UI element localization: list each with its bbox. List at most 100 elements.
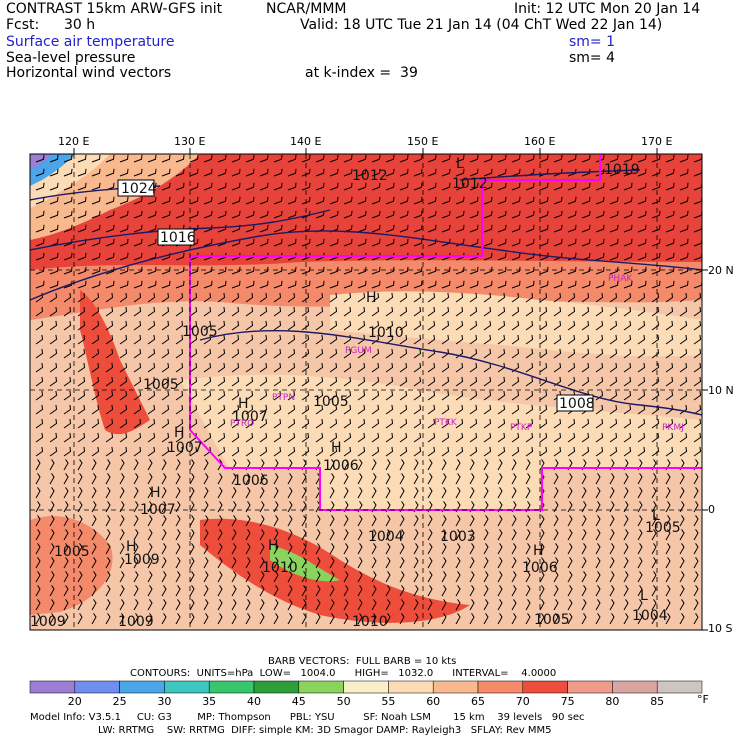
- wind-barb: [469, 376, 478, 387]
- wind-barb: [105, 585, 111, 597]
- wind-barb: [609, 238, 619, 247]
- wind-barb: [427, 529, 433, 541]
- wind-barb: [651, 224, 661, 233]
- wind-barb: [189, 292, 198, 303]
- wind-barb: [161, 501, 167, 513]
- wind-barb: [35, 348, 44, 359]
- wind-barb: [441, 306, 450, 317]
- wind-barb: [105, 459, 111, 471]
- wind-barb: [539, 446, 548, 457]
- wind-barb: [665, 320, 674, 331]
- color-bar-swatch: [343, 680, 389, 694]
- wind-barb: [567, 557, 573, 569]
- wind-barb: [679, 418, 688, 429]
- wind-barb: [623, 292, 632, 303]
- wind-barb: [343, 432, 352, 443]
- wind-barb: [301, 306, 310, 317]
- wind-barb: [399, 571, 405, 583]
- wind-barb: [49, 376, 58, 387]
- wind-barb: [189, 196, 199, 205]
- wind-barb: [623, 280, 633, 289]
- wind-barb: [273, 252, 283, 261]
- wind-barb: [259, 446, 268, 457]
- wind-barb: [637, 487, 643, 499]
- lon-tick-120: 120 E: [58, 135, 90, 148]
- wind-barb: [175, 320, 184, 331]
- wind-barb: [539, 515, 545, 527]
- color-bar-swatch: [477, 680, 524, 694]
- wind-barb: [259, 418, 268, 429]
- wind-barb: [385, 571, 391, 583]
- wind-barb: [357, 280, 367, 289]
- wind-barb: [329, 362, 338, 373]
- wind-barb: [147, 459, 153, 471]
- wind-barb: [245, 154, 255, 163]
- label-1008: 1008: [559, 396, 595, 412]
- wind-barb: [161, 599, 167, 611]
- color-bar-label: 35: [202, 695, 217, 708]
- wind-barb: [77, 182, 87, 191]
- wind-barb: [105, 224, 115, 233]
- color-bar-label: 75: [560, 695, 575, 708]
- wind-barb: [119, 210, 129, 219]
- high-marker: H: [174, 425, 185, 441]
- wind-barb: [693, 390, 702, 401]
- wind-barb: [343, 348, 352, 359]
- wind-barb: [483, 168, 493, 177]
- wind-barb: [105, 418, 114, 429]
- wind-barb: [301, 418, 310, 429]
- wind-barb: [385, 280, 395, 289]
- wind-barb: [371, 320, 380, 331]
- wind-barb: [245, 585, 251, 597]
- wind-barb: [441, 280, 451, 289]
- wind-barb: [245, 182, 255, 191]
- wind-barb: [651, 390, 660, 401]
- wind-barb: [287, 543, 293, 555]
- wind-barb: [637, 334, 646, 345]
- wind-barb: [287, 182, 297, 191]
- wind-barb: [203, 376, 212, 387]
- wind-barb: [231, 348, 240, 359]
- wind-barb: [497, 238, 507, 247]
- wind-barb: [133, 432, 142, 443]
- wind-barb: [385, 320, 394, 331]
- wind-barb: [595, 487, 601, 499]
- wind-barb: [371, 487, 377, 499]
- wind-barb: [553, 210, 563, 219]
- wind-barb: [609, 599, 615, 611]
- label-1012a: 1012: [352, 168, 388, 184]
- wind-barb: [217, 362, 226, 373]
- wind-barb: [595, 182, 605, 191]
- wind-barb: [665, 348, 674, 359]
- wind-barb: [497, 599, 503, 611]
- wind-barb: [161, 334, 170, 345]
- wind-barb: [63, 376, 72, 387]
- label-1007a: 1007: [232, 409, 268, 425]
- wind-barb: [147, 529, 153, 541]
- wind-barb: [651, 529, 657, 541]
- wind-barb: [203, 280, 213, 289]
- wind-barb: [525, 280, 535, 289]
- wind-barb: [651, 320, 660, 331]
- wind-barb: [273, 515, 279, 527]
- wind-barb: [329, 348, 338, 359]
- wind-barb: [511, 543, 517, 555]
- wind-barb: [455, 168, 465, 177]
- wind-barb: [525, 571, 531, 583]
- wind-barb: [315, 306, 324, 317]
- wind-barb: [35, 210, 45, 219]
- field-pressure: Sea-level pressure: [6, 50, 136, 66]
- wind-barb: [427, 376, 436, 387]
- wind-barb: [49, 210, 59, 219]
- wind-barb: [343, 196, 353, 205]
- wind-barb: [287, 473, 293, 485]
- wind-barb: [175, 280, 185, 289]
- wind-barb: [49, 459, 55, 471]
- wind-barb: [119, 404, 128, 415]
- color-bar-swatch: [432, 680, 479, 694]
- wind-barb: [511, 306, 520, 317]
- wind-barb: [315, 404, 324, 415]
- wind-barb: [287, 224, 297, 233]
- wind-barb: [105, 515, 111, 527]
- wind-barb: [651, 571, 657, 583]
